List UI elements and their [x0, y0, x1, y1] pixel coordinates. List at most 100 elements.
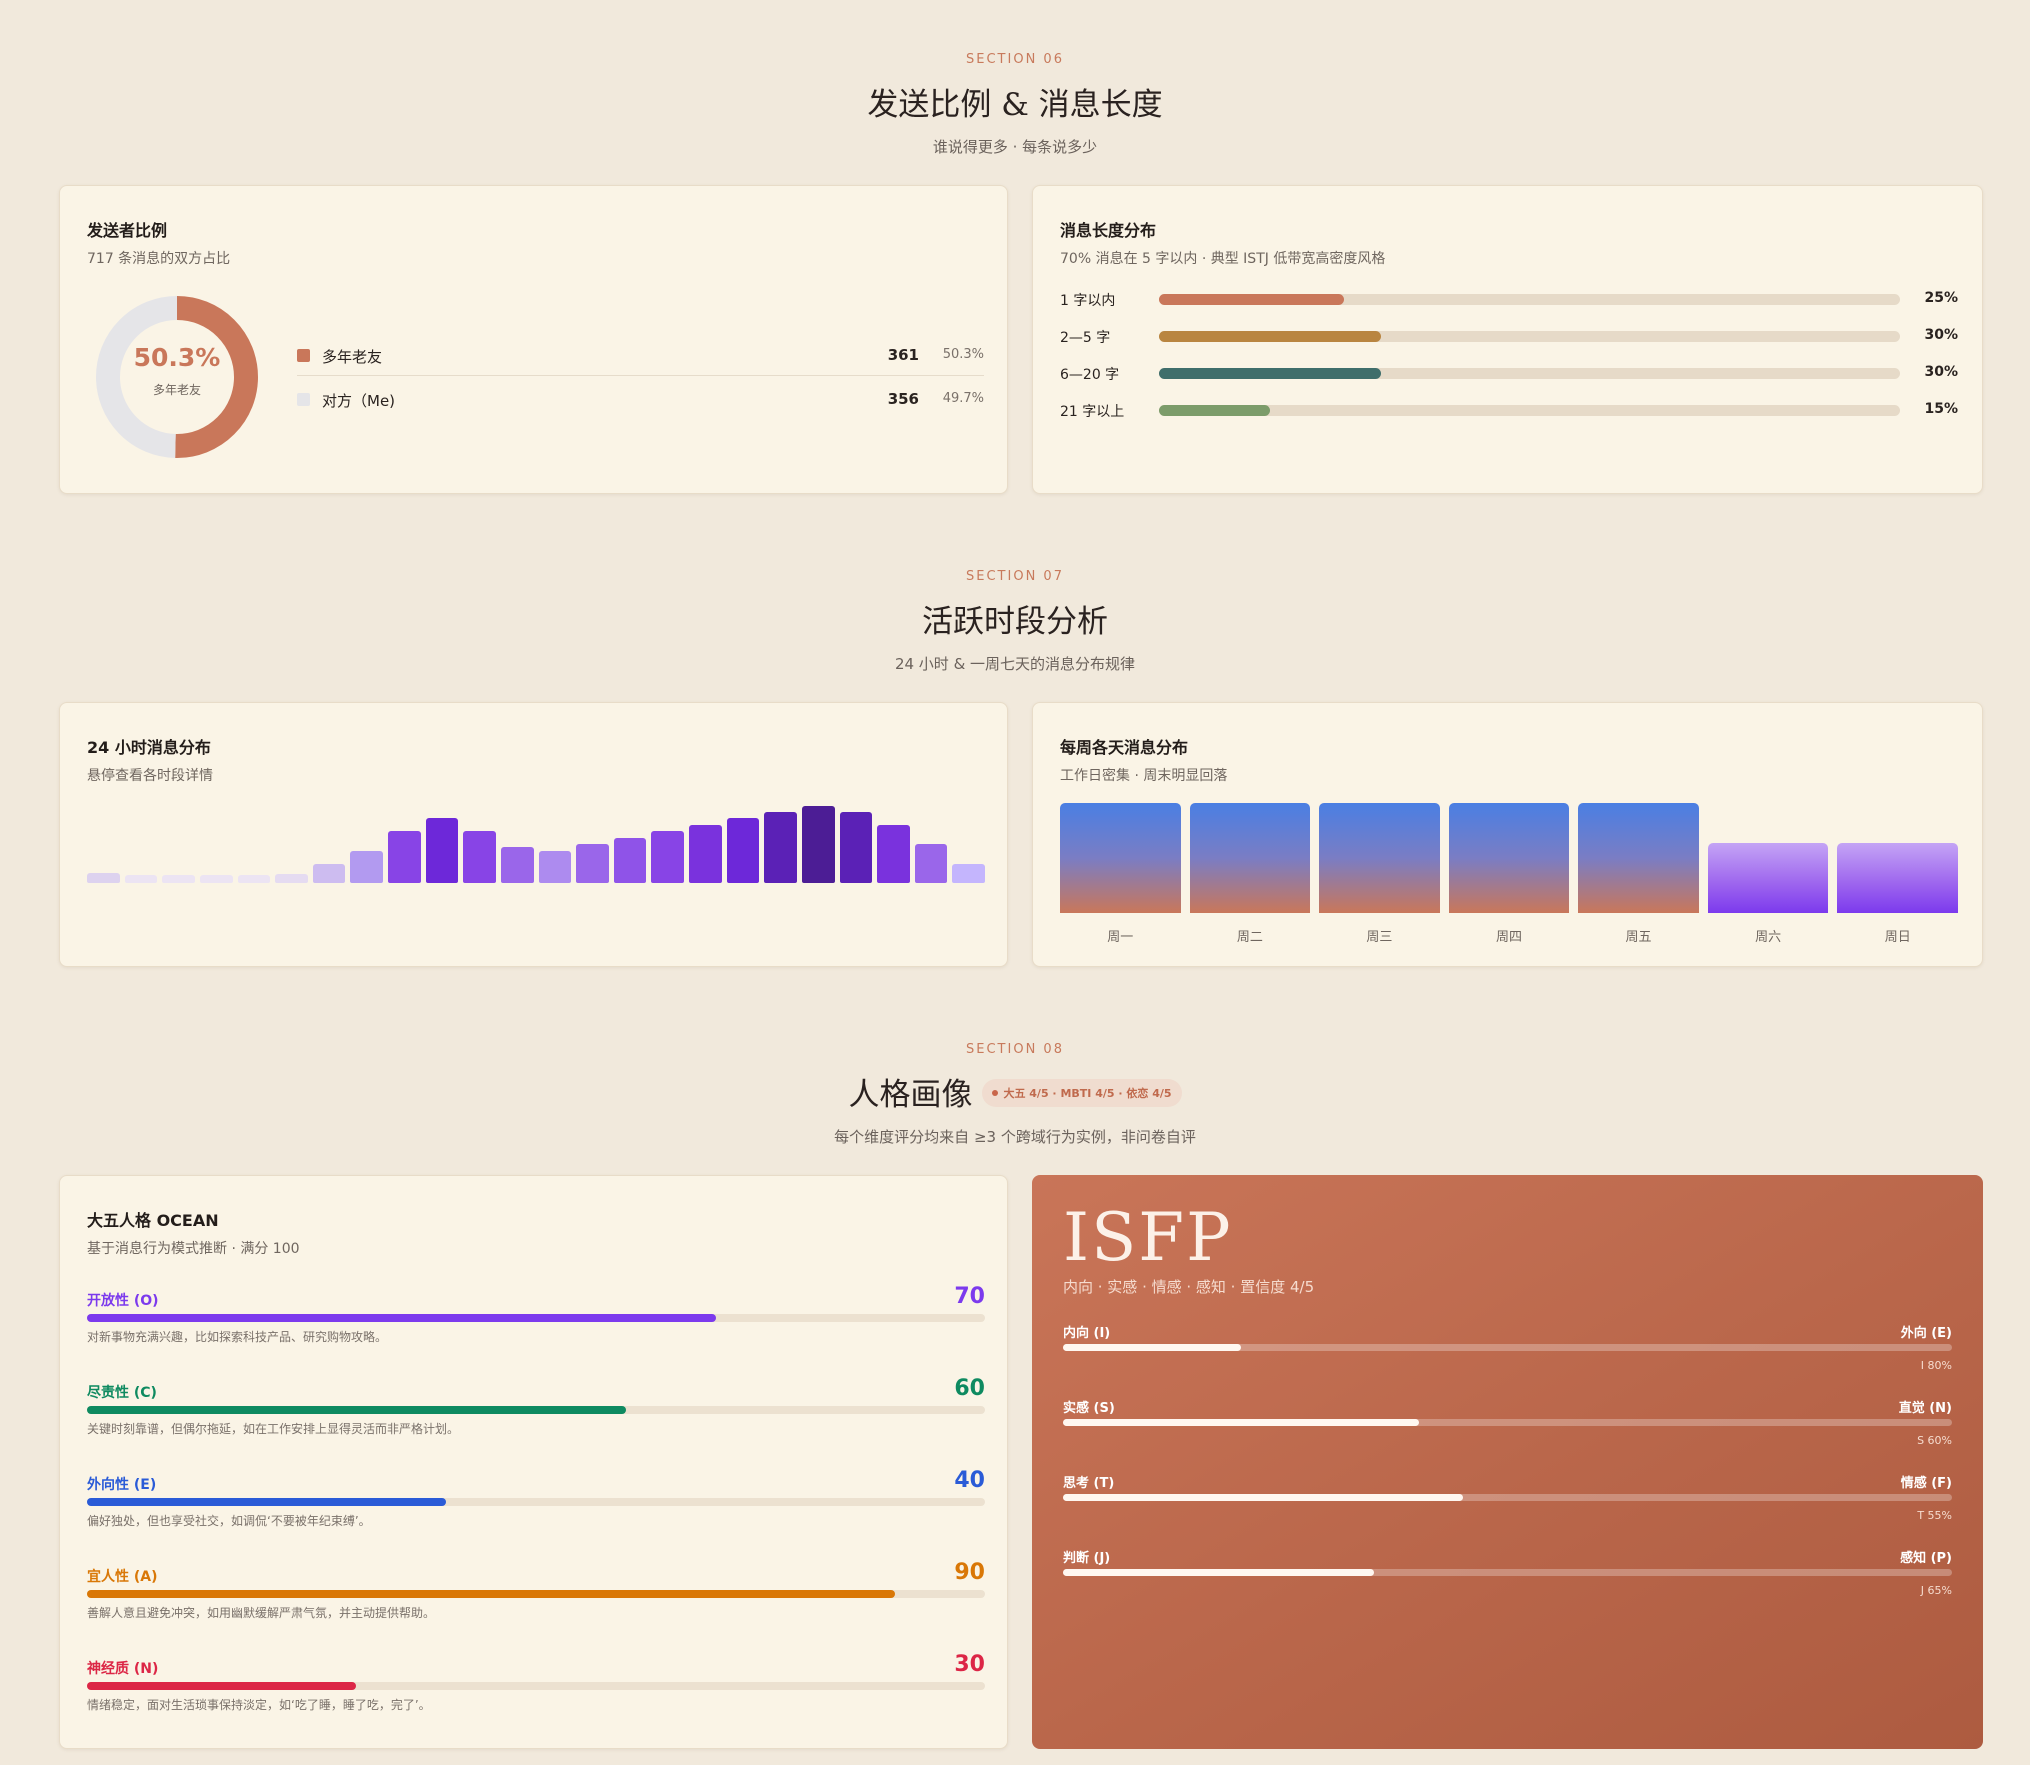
donut-center: 50.3% 多年老友 — [96, 296, 258, 458]
weekday-bar[interactable] — [1578, 803, 1699, 913]
weekday-label: 周三 — [1366, 930, 1393, 945]
ocean-trait-row: 宜人性 (A) 90 善解人意且避免冲突，如用幽默缓解严肃气氛，并主动提供帮助。 — [87, 1560, 985, 1630]
hour-bar[interactable] — [651, 831, 684, 883]
length-pct: 30% — [1924, 327, 1958, 343]
hour-bar[interactable] — [689, 824, 722, 883]
weekday-bar[interactable] — [1060, 803, 1181, 913]
length-row[interactable]: 6—20 字 30% — [1060, 362, 1958, 386]
legend-count: 356 — [887, 390, 919, 408]
dim-right-label: 外向 (E) — [1900, 1326, 1952, 1341]
mbti-dimension-row: 判断 (J) 感知 (P) J 65% — [1063, 1547, 1952, 1607]
sender-donut-chart[interactable]: 50.3% 多年老友 — [96, 296, 258, 458]
trait-track — [87, 1590, 985, 1598]
ocean-trait-row: 外向性 (E) 40 偏好独处，但也享受社交，如调侃‘不要被年纪束缚’。 — [87, 1468, 985, 1538]
section-subtitle: 谁说得更多 · 每条说多少 — [932, 138, 1098, 156]
card-title: 大五人格 OCEAN — [87, 1211, 219, 1230]
length-row[interactable]: 21 字以上 15% — [1060, 399, 1958, 423]
badge-dot-icon — [992, 1089, 999, 1096]
card-subtitle: 70% 消息在 5 字以内 · 典型 ISTJ 低带宽高密度风格 — [1060, 251, 1386, 267]
section-label: SECTION 07 — [966, 569, 1064, 584]
dim-left-label: 判断 (J) — [1063, 1551, 1111, 1566]
dim-bar — [1063, 1569, 1375, 1576]
trait-track — [87, 1498, 985, 1506]
dim-right-label: 直觉 (N) — [1898, 1401, 1952, 1416]
hour-bar[interactable] — [463, 831, 496, 883]
legend-row: 对方（Me) 356 49.7% — [297, 380, 984, 420]
hour-bar[interactable] — [952, 863, 985, 883]
trait-score: 40 — [954, 1468, 985, 1493]
card-title: 24 小时消息分布 — [87, 738, 211, 757]
length-track — [1159, 405, 1900, 416]
hour-bar[interactable] — [388, 831, 421, 883]
legend-count: 361 — [887, 346, 919, 364]
hour-bar[interactable] — [162, 875, 195, 883]
hour-bar[interactable] — [312, 863, 346, 883]
length-bar — [1159, 405, 1270, 416]
weekday-bar[interactable] — [1319, 803, 1440, 913]
ocean-trait-row: 神经质 (N) 30 情绪稳定，面对生活琐事保持淡定，如‘吃了睡，睡了吃，完了’。 — [87, 1652, 985, 1722]
hour-bar[interactable] — [538, 850, 572, 883]
hour-bar[interactable] — [914, 844, 948, 883]
hour-bar[interactable] — [124, 875, 158, 883]
section-label: SECTION 08 — [966, 1042, 1064, 1057]
donut-center-pct: 50.3% — [133, 343, 221, 372]
hour-bar[interactable] — [350, 850, 383, 883]
trait-score: 60 — [954, 1376, 985, 1401]
trait-score: 90 — [954, 1560, 985, 1585]
dim-track — [1063, 1494, 1952, 1501]
trait-name: 尽责性 (C) — [87, 1385, 157, 1401]
hour-bar[interactable] — [613, 837, 647, 883]
dim-left-label: 思考 (T) — [1063, 1476, 1115, 1491]
trait-description: 关键时刻靠谱，但偶尔拖延，如在工作安排上显得灵活而非严格计划。 — [87, 1422, 460, 1436]
length-pct: 25% — [1924, 290, 1958, 306]
length-track — [1159, 294, 1900, 305]
length-row[interactable]: 1 字以内 25% — [1060, 288, 1958, 312]
dim-left-label: 实感 (S) — [1063, 1401, 1115, 1416]
legend-swatch — [297, 349, 310, 362]
ocean-trait-row: 开放性 (O) 70 对新事物充满兴趣，比如探索科技产品、研究购物攻略。 — [87, 1284, 985, 1354]
card-title: 每周各天消息分布 — [1060, 738, 1189, 757]
dim-pct: J 65% — [1920, 1584, 1952, 1597]
dim-pct: I 80% — [1920, 1359, 1952, 1372]
mbti-dimension-row: 思考 (T) 情感 (F) T 55% — [1063, 1472, 1952, 1532]
legend-pct: 50.3% — [942, 347, 984, 362]
trait-bar — [87, 1314, 716, 1322]
length-bar — [1159, 368, 1381, 379]
trait-bar — [87, 1406, 626, 1414]
length-label: 6—20 字 — [1060, 367, 1120, 383]
hour-bar[interactable] — [237, 875, 271, 883]
hour-bar[interactable] — [877, 824, 910, 883]
mbti-type: ISFP — [1063, 1199, 1233, 1276]
weekday-bar[interactable] — [1448, 803, 1570, 913]
weekday-bar[interactable] — [1707, 843, 1829, 913]
hour-bar[interactable] — [764, 812, 797, 883]
hour-bar[interactable] — [726, 818, 760, 883]
hour-bar[interactable] — [839, 812, 873, 883]
weekday-label: 周五 — [1625, 930, 1652, 945]
trait-bar — [87, 1590, 896, 1598]
legend-row: 多年老友 361 50.3% — [297, 336, 984, 376]
dim-track — [1063, 1344, 1952, 1351]
weekday-bar[interactable] — [1837, 843, 1958, 913]
dim-pct: S 60% — [1917, 1434, 1952, 1447]
weekday-bar[interactable] — [1189, 803, 1311, 913]
hour-bar[interactable] — [87, 872, 120, 883]
donut-svg — [96, 296, 258, 458]
length-row[interactable]: 2—5 字 30% — [1060, 325, 1958, 349]
hour-bar[interactable] — [275, 873, 308, 883]
hour-bar[interactable] — [199, 875, 233, 883]
dim-bar — [1063, 1494, 1464, 1501]
dim-bar — [1063, 1419, 1419, 1426]
length-label: 21 字以上 — [1060, 404, 1125, 420]
hour-bar[interactable] — [576, 844, 609, 883]
dim-pct: T 55% — [1917, 1509, 1952, 1522]
hour-bar[interactable] — [425, 818, 459, 883]
donut-slice-me[interactable] — [96, 296, 258, 458]
hour-bar[interactable] — [500, 846, 534, 883]
section-title-row: 人格画像 大五 4/5 · MBTI 4/5 · 依恋 4/5 — [0, 1069, 2030, 1114]
hour-bar[interactable] — [801, 805, 835, 883]
section-08-header: SECTION 08 人格画像 大五 4/5 · MBTI 4/5 · 依恋 4/… — [0, 1042, 2030, 1147]
trait-score: 30 — [954, 1652, 985, 1677]
section-title: 人格画像 — [848, 1077, 973, 1113]
trait-name: 神经质 (N) — [87, 1661, 159, 1677]
